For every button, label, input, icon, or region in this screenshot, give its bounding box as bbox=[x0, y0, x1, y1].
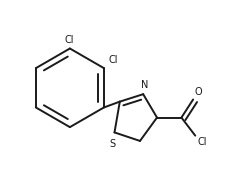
Text: Cl: Cl bbox=[64, 35, 74, 45]
Text: Cl: Cl bbox=[108, 55, 118, 65]
Text: Cl: Cl bbox=[197, 137, 207, 147]
Text: S: S bbox=[109, 139, 115, 149]
Text: N: N bbox=[140, 80, 148, 90]
Text: O: O bbox=[195, 87, 202, 97]
